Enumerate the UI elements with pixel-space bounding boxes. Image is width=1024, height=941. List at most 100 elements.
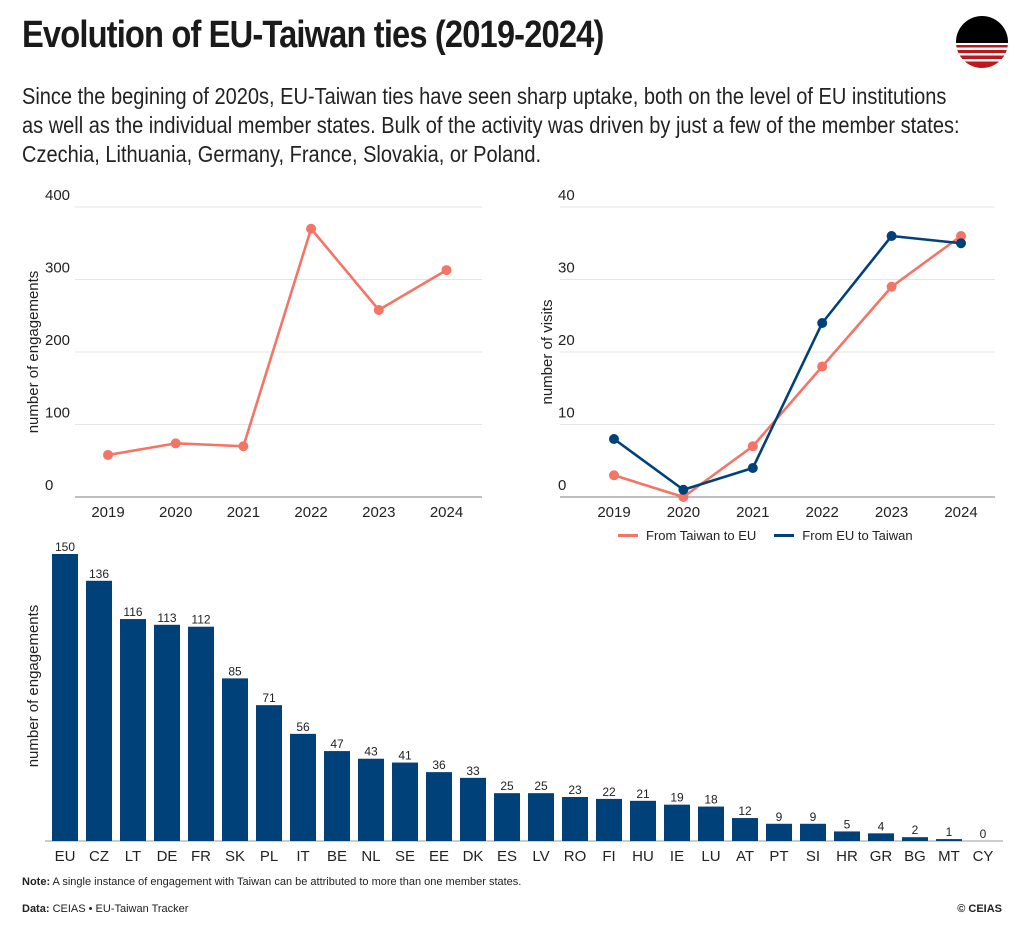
x-tick-label: HU xyxy=(632,848,654,865)
bar-value-label: 116 xyxy=(123,605,142,619)
x-tick-label: IT xyxy=(296,848,309,865)
x-tick-label: PL xyxy=(260,848,278,865)
bar-value-label: 9 xyxy=(810,810,817,824)
bar-hu xyxy=(630,800,656,841)
bar-value-label: 43 xyxy=(364,745,378,759)
data-point xyxy=(678,484,689,495)
x-tick-label: 2022 xyxy=(806,504,839,521)
x-tick-label: 2024 xyxy=(944,504,977,521)
bar-value-label: 33 xyxy=(466,764,480,778)
data-point xyxy=(170,438,181,449)
bar-se xyxy=(392,762,418,841)
y-axis-label: number of engagements xyxy=(25,271,42,434)
x-tick-label: EE xyxy=(429,848,449,865)
data-point xyxy=(817,361,828,372)
data-point xyxy=(373,304,384,315)
x-tick-label: 2023 xyxy=(362,504,395,521)
bar-value-label: 9 xyxy=(776,810,783,824)
bar-value-label: 22 xyxy=(602,785,616,799)
ceias-sunset-logo-icon xyxy=(956,16,1008,68)
x-tick-label: SI xyxy=(806,848,820,865)
x-tick-label: RO xyxy=(564,848,587,865)
data-point xyxy=(956,238,966,249)
x-tick-label: 2022 xyxy=(294,504,327,521)
chart-legend: From Taiwan to EU From EU to Taiwan xyxy=(618,528,913,543)
x-tick-label: MT xyxy=(938,848,960,865)
bar-value-label: 136 xyxy=(89,567,109,581)
x-tick-label: 2023 xyxy=(875,504,908,521)
x-tick-label: SK xyxy=(225,848,245,865)
bar-value-label: 2 xyxy=(912,823,919,837)
bar-value-label: 150 xyxy=(55,540,75,554)
x-tick-label: BG xyxy=(904,848,926,865)
legend-swatch-navy xyxy=(774,534,795,537)
x-tick-label: GR xyxy=(870,848,893,865)
y-tick-label: 100 xyxy=(45,405,70,422)
x-tick-label: FR xyxy=(191,848,211,865)
x-tick-label: 2020 xyxy=(667,504,700,521)
bar-lu xyxy=(698,806,724,841)
data-point xyxy=(956,231,966,241)
data-point xyxy=(441,265,452,276)
page-title: Evolution of EU-Taiwan ties (2019-2024) xyxy=(22,14,604,56)
footer-copyright: © CEIAS xyxy=(957,903,1002,915)
y-tick-label: 0 xyxy=(45,477,53,494)
bar-value-label: 1 xyxy=(946,825,953,839)
x-tick-label: 2019 xyxy=(597,504,630,521)
bar-value-label: 47 xyxy=(330,737,344,751)
bar-pt xyxy=(766,823,792,841)
bar-it xyxy=(290,733,316,841)
bar-value-label: 85 xyxy=(228,664,242,678)
x-tick-label: DE xyxy=(157,848,178,865)
bar-mt xyxy=(936,839,962,841)
bar-lv xyxy=(528,793,554,841)
bar-value-label: 41 xyxy=(398,749,412,763)
x-tick-label: LV xyxy=(532,848,549,865)
bar-value-label: 23 xyxy=(568,783,582,797)
data-text: CEIAS • EU-Taiwan Tracker xyxy=(49,903,189,915)
y-tick-label: 20 xyxy=(558,332,575,349)
x-tick-label: SE xyxy=(395,848,415,865)
data-point xyxy=(609,470,619,481)
bar-ee xyxy=(426,772,452,841)
footer-note: Note: A single instance of engagement wi… xyxy=(22,876,521,888)
x-tick-label: LT xyxy=(125,848,141,865)
series-line-engagements xyxy=(107,227,448,457)
series-line-from-eu-to-taiwan xyxy=(613,234,962,492)
bar-value-label: 25 xyxy=(534,779,548,793)
bar-fr xyxy=(188,626,214,841)
bar-de xyxy=(154,624,180,841)
legend-label: From EU to Taiwan xyxy=(802,528,913,543)
bar-dk xyxy=(460,777,486,841)
x-tick-label: DK xyxy=(463,848,484,865)
x-tick-label: AT xyxy=(736,848,754,865)
bar-value-label: 4 xyxy=(878,819,885,833)
bar-be xyxy=(324,751,350,841)
bar-value-label: 36 xyxy=(432,758,446,772)
bar-value-label: 19 xyxy=(670,791,684,805)
x-tick-label: 2020 xyxy=(159,504,192,521)
y-tick-label: 0 xyxy=(558,477,566,494)
x-tick-label: 2021 xyxy=(736,504,769,521)
bar-hr xyxy=(834,831,860,841)
data-point xyxy=(678,492,689,502)
bar-value-label: 18 xyxy=(704,793,718,807)
bar-eu xyxy=(52,554,78,841)
bar-cz xyxy=(86,580,112,841)
data-point xyxy=(886,281,897,292)
series-line-from-taiwan-to-eu xyxy=(613,234,962,499)
bar-at xyxy=(732,818,758,841)
legend-label: From Taiwan to EU xyxy=(646,528,757,543)
data-point xyxy=(103,449,113,460)
data-point xyxy=(886,231,897,241)
x-tick-label: CY xyxy=(973,848,994,865)
y-tick-label: 400 xyxy=(45,187,70,204)
x-tick-label: FI xyxy=(602,848,615,865)
footer-source: Data: CEIAS • EU-Taiwan Tracker xyxy=(22,903,188,915)
note-text: A single instance of engagement with Tai… xyxy=(50,876,522,888)
y-tick-label: 200 xyxy=(45,332,70,349)
bar-value-label: 5 xyxy=(844,817,851,831)
page-subtitle: Since the begining of 2020s, EU-Taiwan t… xyxy=(22,83,960,167)
data-point xyxy=(747,463,758,473)
